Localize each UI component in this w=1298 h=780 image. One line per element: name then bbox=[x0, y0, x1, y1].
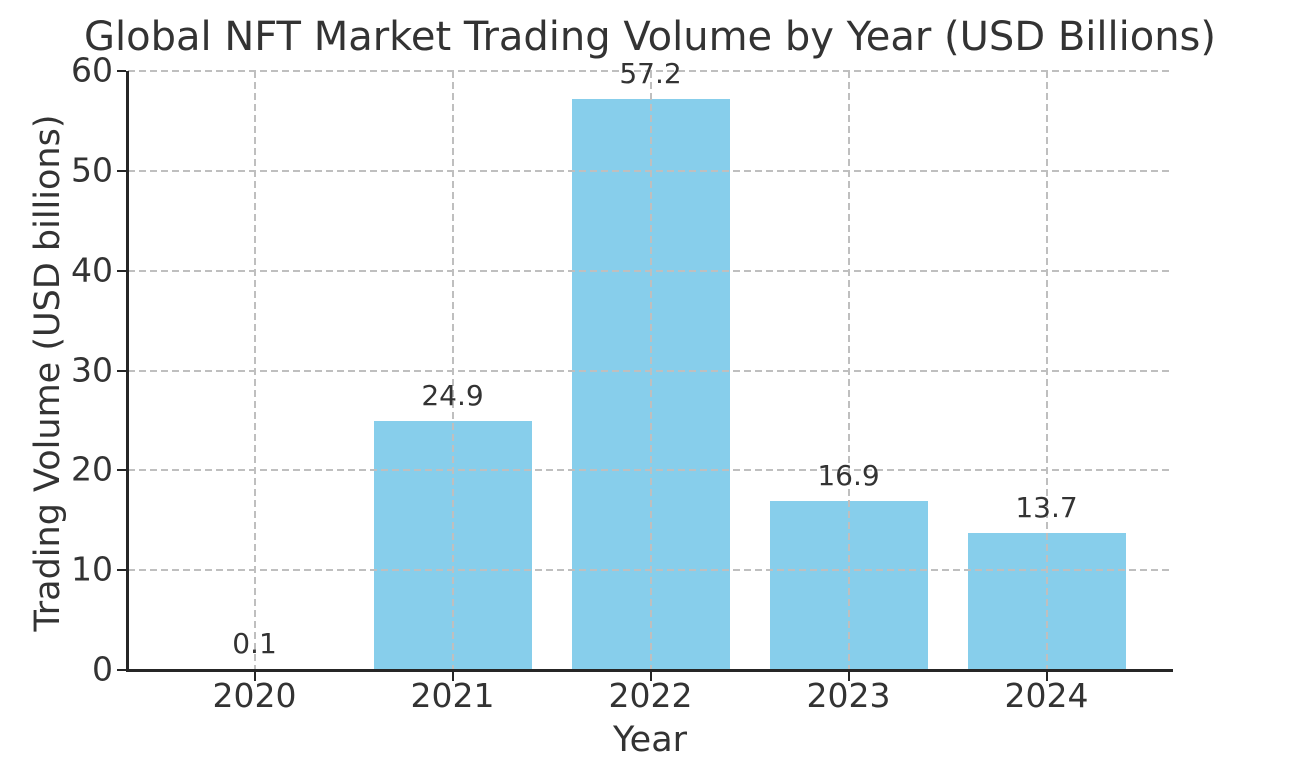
y-tick-label-0: 0 bbox=[92, 649, 113, 689]
y-tick-label-10: 10 bbox=[71, 549, 113, 589]
bar-value-label-2020: 0.1 bbox=[232, 626, 277, 660]
x-tick-mark-2022 bbox=[649, 672, 652, 681]
y-tick-mark-0 bbox=[117, 669, 126, 671]
bar-value-label-2024: 13.7 bbox=[1015, 491, 1078, 525]
y-tick-label-50: 50 bbox=[71, 150, 113, 190]
x-axis-line bbox=[126, 669, 1173, 672]
y-tick-mark-40 bbox=[117, 269, 126, 272]
y-tick-label-20: 20 bbox=[71, 450, 113, 490]
x-tick-mark-2024 bbox=[1045, 672, 1048, 681]
y-tick-mark-10 bbox=[117, 569, 126, 572]
y-tick-mark-50 bbox=[117, 169, 126, 172]
gridline-vertical-2022 bbox=[649, 71, 652, 670]
chart-title: Global NFT Market Trading Volume by Year… bbox=[84, 14, 1216, 60]
gridline-vertical-2021 bbox=[451, 71, 454, 670]
y-tick-mark-30 bbox=[117, 369, 126, 372]
x-tick-label-2024: 2024 bbox=[1004, 676, 1089, 715]
y-axis-line bbox=[126, 71, 129, 672]
gridline-vertical-2020 bbox=[253, 71, 256, 670]
y-tick-mark-60 bbox=[117, 70, 126, 72]
x-tick-label-2022: 2022 bbox=[608, 676, 693, 715]
x-tick-mark-2021 bbox=[451, 672, 454, 681]
y-tick-label-40: 40 bbox=[71, 250, 113, 290]
x-tick-mark-2023 bbox=[847, 672, 850, 681]
x-axis-label: Year bbox=[612, 720, 688, 760]
bar-value-label-2021: 24.9 bbox=[421, 379, 484, 413]
bar-value-label-2022: 57.2 bbox=[619, 56, 682, 90]
y-tick-label-60: 60 bbox=[71, 50, 113, 90]
y-tick-mark-20 bbox=[117, 469, 126, 472]
gridline-vertical-2023 bbox=[847, 71, 850, 670]
y-tick-label-30: 30 bbox=[71, 350, 113, 390]
x-tick-label-2020: 2020 bbox=[212, 676, 297, 715]
x-tick-label-2023: 2023 bbox=[806, 676, 891, 715]
x-tick-label-2021: 2021 bbox=[410, 676, 495, 715]
bar-value-label-2023: 16.9 bbox=[817, 459, 880, 493]
gridline-vertical-2024 bbox=[1045, 71, 1048, 670]
x-tick-mark-2020 bbox=[253, 672, 256, 681]
